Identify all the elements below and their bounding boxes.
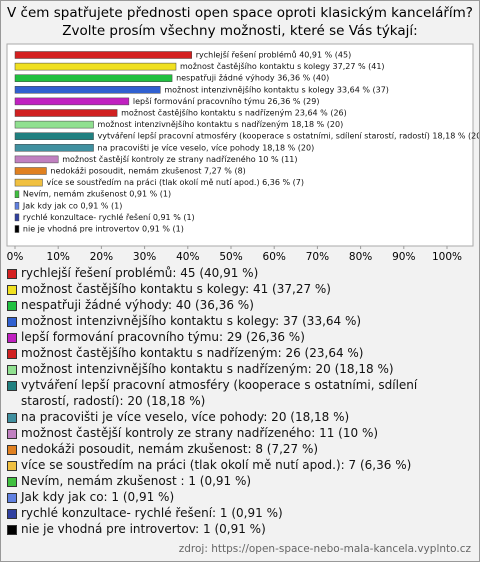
legend-item: možnost častějšího kontaktu s kolegy: 41… (7, 281, 467, 297)
legend-label: vytváření lepší pracovní atmosféry (koop… (21, 378, 418, 408)
legend-item: možnost častější kontroly ze strany nadř… (7, 425, 467, 441)
bar (14, 190, 20, 198)
legend-swatch (7, 461, 17, 471)
legend-label: rychlé konzultace- rychlé řešení: 1 (0,9… (21, 506, 283, 520)
legend-label: možnost častější kontroly ze strany nadř… (21, 426, 379, 440)
legend-label: více se soustředím na práci (tlak okolí … (21, 458, 412, 472)
legend-label: nedokáži posoudit, nemám zkušenost: 8 (7… (21, 442, 319, 456)
legend-item: rychlé konzultace- rychlé řešení: 1 (0,9… (7, 505, 467, 521)
chart-title: V čem spatřujete přednosti open space op… (7, 5, 473, 21)
legend-label: nie je vhodná pre introvertov: 1 (0,91 %… (21, 522, 266, 536)
bar (14, 132, 94, 140)
legend-item: více se soustředím na práci (tlak okolí … (7, 457, 467, 473)
x-tick-label: 0% (7, 251, 24, 263)
legend-item: možnost intenzivnějšího kontaktu s nadří… (7, 361, 467, 377)
x-tick-label: 20% (90, 251, 113, 263)
legend-label: lepší formování pracovního týmu: 29 (26,… (21, 330, 305, 344)
legend-swatch (7, 445, 17, 455)
bar-label: na pracovišti je více veselo, více pohod… (98, 142, 315, 152)
bar-label: možnost intenzivnějšího kontaktu s koleg… (164, 84, 389, 94)
legend-item: vytváření lepší pracovní atmosféry (koop… (7, 377, 467, 409)
bar-label: nedokáži posoudit, nemám zkušenost 7,27 … (50, 166, 245, 176)
legend-item: možnost intenzivnějšího kontaktu s koleg… (7, 313, 467, 329)
bar-label: Nevím, nemám zkušenost 0,91 % (1) (23, 189, 171, 199)
bar-label: nie je vhodná pre introvertov 0,91 % (1) (23, 225, 184, 234)
legend-label: na pracovišti je více veselo, více pohod… (21, 410, 350, 424)
bar-label: možnost častějšího kontaktu s nadřízeným… (121, 108, 347, 118)
legend-swatch (7, 493, 17, 503)
legend-item: rychlejší řešení problémů: 45 (40,91 %) (7, 265, 467, 281)
bar (14, 51, 192, 59)
bar (14, 86, 161, 94)
legend-swatch (7, 477, 17, 487)
bar (14, 155, 59, 164)
bar (14, 109, 118, 117)
legend-label: možnost intenzivnějšího kontaktu s nadří… (21, 362, 394, 376)
x-tick-label: 50% (219, 251, 242, 263)
legend-label: rychlejší řešení problémů: 45 (40,91 %) (21, 266, 259, 280)
legend-swatch (7, 301, 17, 311)
bar-label: rychlé konzultace- rychlé řešení 0,91 % … (23, 212, 195, 222)
bar (14, 74, 173, 82)
bar-label: možnost častějšího kontaktu s kolegy 37,… (180, 61, 385, 71)
bar (14, 225, 20, 233)
legend-label: Nevím, nemám zkušenost : 1 (0,91 %) (21, 474, 252, 488)
legend-swatch (7, 317, 17, 327)
bar-label: nespatřuji žádné výhody 36,36 % (40) (176, 73, 329, 83)
x-tick-label: 100% (432, 251, 462, 263)
legend-swatch (7, 285, 17, 295)
legend-swatch (7, 365, 17, 375)
legend-item: možnost častějšího kontaktu s nadřízeným… (7, 345, 467, 361)
legend-label: nespatřuji žádné výhody: 40 (36,36 %) (21, 298, 254, 312)
x-tick-label: 30% (133, 251, 156, 263)
bar (14, 144, 94, 152)
legend-item: Jak kdy jak co: 1 (0,91 %) (7, 489, 467, 505)
legend-swatch (7, 509, 17, 519)
bar-label: více se soustředím na práci (tlak okolí … (46, 178, 304, 187)
bar (14, 167, 47, 175)
legend-label: možnost častějšího kontaktu s nadřízeným… (21, 346, 364, 360)
legend-swatch (7, 413, 17, 423)
legend: rychlejší řešení problémů: 45 (40,91 %) m… (7, 265, 467, 537)
legend-label: možnost intenzivnějšího kontaktu s koleg… (21, 314, 362, 328)
x-tick-label: 90% (392, 251, 415, 263)
legend-swatch (7, 381, 17, 391)
x-tick-label: 10% (47, 251, 70, 263)
bar (14, 120, 94, 129)
legend-swatch (7, 333, 17, 343)
legend-item: na pracovišti je více veselo, více pohod… (7, 409, 467, 425)
bar (14, 62, 177, 71)
legend-swatch (7, 525, 17, 535)
bar (14, 97, 130, 106)
legend-item: nespatřuji žádné výhody: 40 (36,36 %) (7, 297, 467, 313)
x-tick-label: 60% (263, 251, 286, 263)
legend-item: nie je vhodná pre introvertov: 1 (0,91 %… (7, 521, 467, 537)
bar (14, 202, 20, 210)
bar-label: možnost častější kontroly ze strany nadř… (62, 154, 297, 164)
bar-label: lepší formování pracovního týmu 26,36 % … (133, 96, 320, 106)
chart-subtitle: Zvolte prosím všechny možnosti, které se… (62, 23, 417, 39)
bar (14, 213, 20, 222)
x-tick-label: 80% (349, 251, 372, 263)
bar-label: možnost intenzivnějšího kontaktu s nadří… (98, 119, 344, 129)
legend-item: Nevím, nemám zkušenost : 1 (0,91 %) (7, 473, 467, 489)
bar-label: Jak kdy jak co 0,91 % (1) (22, 201, 122, 210)
legend-item: nedokáži posoudit, nemám zkušenost: 8 (7… (7, 441, 467, 457)
legend-label: Jak kdy jak co: 1 (0,91 %) (21, 490, 175, 504)
bar-label: rychlejší řešení problémů 40,91 % (45) (196, 50, 351, 60)
x-tick-label: 70% (306, 251, 329, 263)
bar-label: vytváření lepší pracovní atmosféry (koop… (98, 131, 479, 141)
x-tick-label: 40% (176, 251, 199, 263)
bar (14, 178, 43, 187)
legend-item: lepší formování pracovního týmu: 29 (26,… (7, 329, 467, 345)
chart-svg: V čem spatřujete přednosti open space op… (6, 5, 479, 263)
legend-swatch (7, 269, 17, 279)
source: zdroj: https://open-space-nebo-mala-kanc… (178, 543, 471, 555)
legend-swatch (7, 349, 17, 359)
legend-label: možnost častějšího kontaktu s kolegy: 41… (21, 282, 331, 296)
legend-swatch (7, 429, 17, 439)
